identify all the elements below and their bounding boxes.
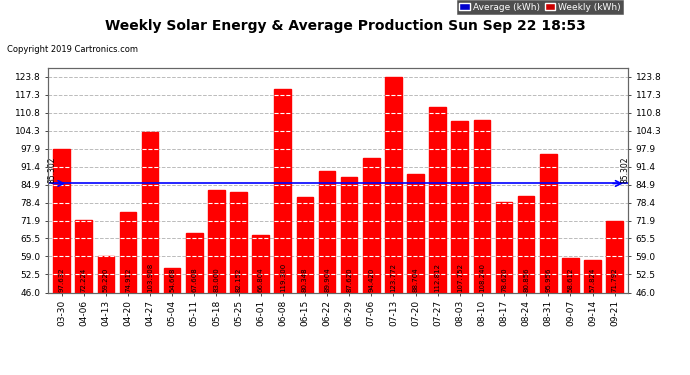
Bar bbox=[208, 190, 225, 375]
Legend: Average (kWh), Weekly (kWh): Average (kWh), Weekly (kWh) bbox=[457, 0, 623, 14]
Text: 59.220: 59.220 bbox=[103, 267, 109, 292]
Bar bbox=[75, 220, 92, 375]
Bar bbox=[186, 232, 203, 375]
Bar bbox=[562, 258, 579, 375]
Text: Weekly Solar Energy & Average Production Sun Sep 22 18:53: Weekly Solar Energy & Average Production… bbox=[105, 19, 585, 33]
Text: 78.620: 78.620 bbox=[501, 267, 507, 292]
Bar bbox=[473, 120, 490, 375]
Text: 80.348: 80.348 bbox=[302, 267, 308, 292]
Text: 72.224: 72.224 bbox=[81, 267, 87, 292]
Bar bbox=[230, 192, 247, 375]
Text: 58.612: 58.612 bbox=[567, 267, 573, 292]
Text: 89.904: 89.904 bbox=[324, 267, 330, 292]
Text: 85.302: 85.302 bbox=[47, 156, 56, 183]
Bar bbox=[164, 268, 181, 375]
Text: 107.752: 107.752 bbox=[457, 262, 463, 292]
Bar bbox=[407, 174, 424, 375]
Text: 74.912: 74.912 bbox=[125, 267, 131, 292]
Text: 83.000: 83.000 bbox=[213, 267, 219, 292]
Text: 54.668: 54.668 bbox=[169, 267, 175, 292]
Text: 119.300: 119.300 bbox=[279, 262, 286, 292]
Text: 95.956: 95.956 bbox=[545, 267, 551, 292]
Text: 97.632: 97.632 bbox=[59, 267, 65, 292]
Bar bbox=[53, 149, 70, 375]
Bar bbox=[253, 235, 269, 375]
Text: 88.704: 88.704 bbox=[413, 267, 419, 292]
Text: 66.804: 66.804 bbox=[257, 267, 264, 292]
Bar bbox=[607, 221, 623, 375]
Text: 85.302: 85.302 bbox=[620, 156, 629, 183]
Bar bbox=[429, 107, 446, 375]
Bar bbox=[119, 212, 136, 375]
Bar bbox=[584, 260, 601, 375]
Text: 67.608: 67.608 bbox=[191, 267, 197, 292]
Bar bbox=[385, 77, 402, 375]
Bar bbox=[451, 121, 468, 375]
Bar bbox=[518, 196, 535, 375]
Bar bbox=[141, 132, 159, 375]
Bar bbox=[363, 158, 380, 375]
Text: 71.792: 71.792 bbox=[611, 267, 618, 292]
Text: 94.420: 94.420 bbox=[368, 267, 374, 292]
Text: 112.812: 112.812 bbox=[435, 262, 441, 292]
Text: 87.620: 87.620 bbox=[346, 267, 352, 292]
Bar bbox=[297, 197, 313, 375]
Text: 103.908: 103.908 bbox=[147, 262, 153, 292]
Bar bbox=[341, 177, 357, 375]
Bar bbox=[495, 202, 512, 375]
Text: 80.856: 80.856 bbox=[523, 267, 529, 292]
Bar bbox=[97, 256, 114, 375]
Text: 82.152: 82.152 bbox=[235, 267, 242, 292]
Bar bbox=[275, 89, 291, 375]
Text: Copyright 2019 Cartronics.com: Copyright 2019 Cartronics.com bbox=[7, 45, 138, 54]
Text: 57.824: 57.824 bbox=[589, 267, 595, 292]
Text: 123.772: 123.772 bbox=[391, 262, 397, 292]
Text: 108.240: 108.240 bbox=[479, 262, 485, 292]
Bar bbox=[319, 171, 335, 375]
Bar bbox=[540, 154, 557, 375]
